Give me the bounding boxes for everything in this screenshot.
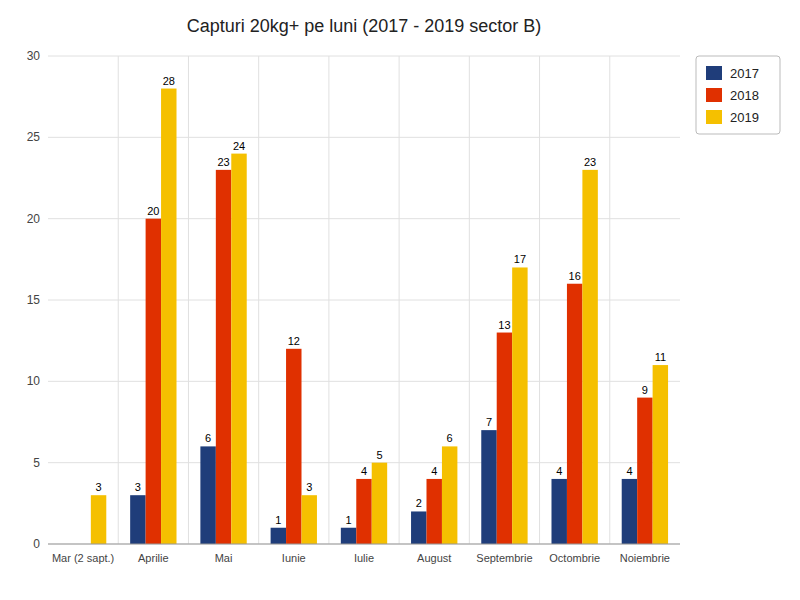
bar (161, 89, 176, 544)
bar (426, 479, 441, 544)
bar (637, 398, 652, 544)
chart: Capturi 20kg+ pe luni (2017 - 2019 secto… (0, 0, 800, 600)
grid (48, 56, 680, 544)
bar (286, 349, 301, 544)
data-label: 6 (447, 432, 453, 444)
y-tick-label: 25 (27, 130, 41, 144)
group-separator (118, 56, 119, 544)
group-separator (188, 56, 189, 544)
bar (622, 479, 637, 544)
bar (271, 528, 286, 544)
bar (341, 528, 356, 544)
group-separator (328, 56, 329, 544)
data-label: 20 (147, 205, 159, 217)
data-label: 4 (431, 465, 437, 477)
group-separator (539, 56, 540, 544)
data-label: 13 (498, 319, 510, 331)
y-tick-label: 30 (27, 49, 41, 63)
legend: 2017 2018 2019 (696, 56, 780, 134)
bar (146, 219, 161, 544)
bar (512, 267, 527, 544)
x-axis-line (48, 544, 680, 545)
data-label: 28 (163, 75, 175, 87)
data-label: 9 (642, 384, 648, 396)
data-label: 6 (205, 432, 211, 444)
y-tick-label: 5 (33, 456, 40, 470)
data-label: 23 (217, 156, 229, 168)
x-tick-label: Mar (2 sapt.) (52, 552, 114, 564)
data-label: 2 (416, 497, 422, 509)
bar (567, 284, 582, 544)
group-separator (399, 56, 400, 544)
data-label: 1 (275, 514, 281, 526)
bar (216, 170, 231, 544)
bar (231, 154, 246, 544)
legend-swatch (706, 88, 722, 102)
bars (91, 89, 668, 544)
bar (356, 479, 371, 544)
data-label: 4 (556, 465, 562, 477)
group-separator (258, 56, 259, 544)
y-tick-label: 10 (27, 374, 41, 388)
bar (442, 446, 457, 544)
x-tick-label: Octombrie (549, 552, 600, 564)
x-tick-label: Noiembrie (620, 552, 670, 564)
x-tick-label: Iulie (354, 552, 374, 564)
group-separator (609, 56, 610, 544)
group-separator (469, 56, 470, 544)
legend-frame (696, 56, 780, 134)
data-label: 7 (486, 416, 492, 428)
data-label: 4 (626, 465, 632, 477)
data-label: 3 (306, 481, 312, 493)
grid-line (48, 544, 680, 545)
bar (582, 170, 597, 544)
data-label: 4 (361, 465, 367, 477)
data-labels: 36112744202312441316932824356172311 (95, 75, 666, 526)
y-tick-label: 0 (33, 537, 40, 551)
x-tick-label: August (417, 552, 451, 564)
title: Capturi 20kg+ pe luni (2017 - 2019 secto… (187, 16, 542, 36)
data-label: 17 (514, 253, 526, 265)
data-label: 24 (233, 140, 245, 152)
data-label: 16 (569, 270, 581, 282)
x-tick-label: Iunie (282, 552, 306, 564)
legend-swatch (706, 66, 722, 80)
legend-label: 2018 (730, 88, 759, 103)
x-tick-label: Aprilie (138, 552, 169, 564)
y-tick-label: 20 (27, 212, 41, 226)
bar (372, 463, 387, 544)
grid-line (48, 56, 680, 57)
data-label: 3 (95, 481, 101, 493)
grid-line (48, 137, 680, 138)
data-label: 5 (376, 449, 382, 461)
data-label: 12 (288, 335, 300, 347)
chart-container: Capturi 20kg+ pe luni (2017 - 2019 secto… (0, 0, 800, 600)
bar (302, 495, 317, 544)
data-label: 1 (345, 514, 351, 526)
data-label: 23 (584, 156, 596, 168)
bar (91, 495, 106, 544)
legend-label: 2017 (730, 66, 759, 81)
x-tick-label: Mai (215, 552, 233, 564)
bar (411, 511, 426, 544)
x-tick-label: Septembrie (476, 552, 532, 564)
data-label: 3 (135, 481, 141, 493)
bar (200, 446, 215, 544)
legend-label: 2019 (730, 110, 759, 125)
bar (481, 430, 496, 544)
y-tick-label: 15 (27, 293, 41, 307)
bar (551, 479, 566, 544)
bar (653, 365, 668, 544)
bar (130, 495, 145, 544)
bar (497, 333, 512, 544)
data-label: 11 (655, 351, 666, 363)
legend-swatch (706, 110, 722, 124)
